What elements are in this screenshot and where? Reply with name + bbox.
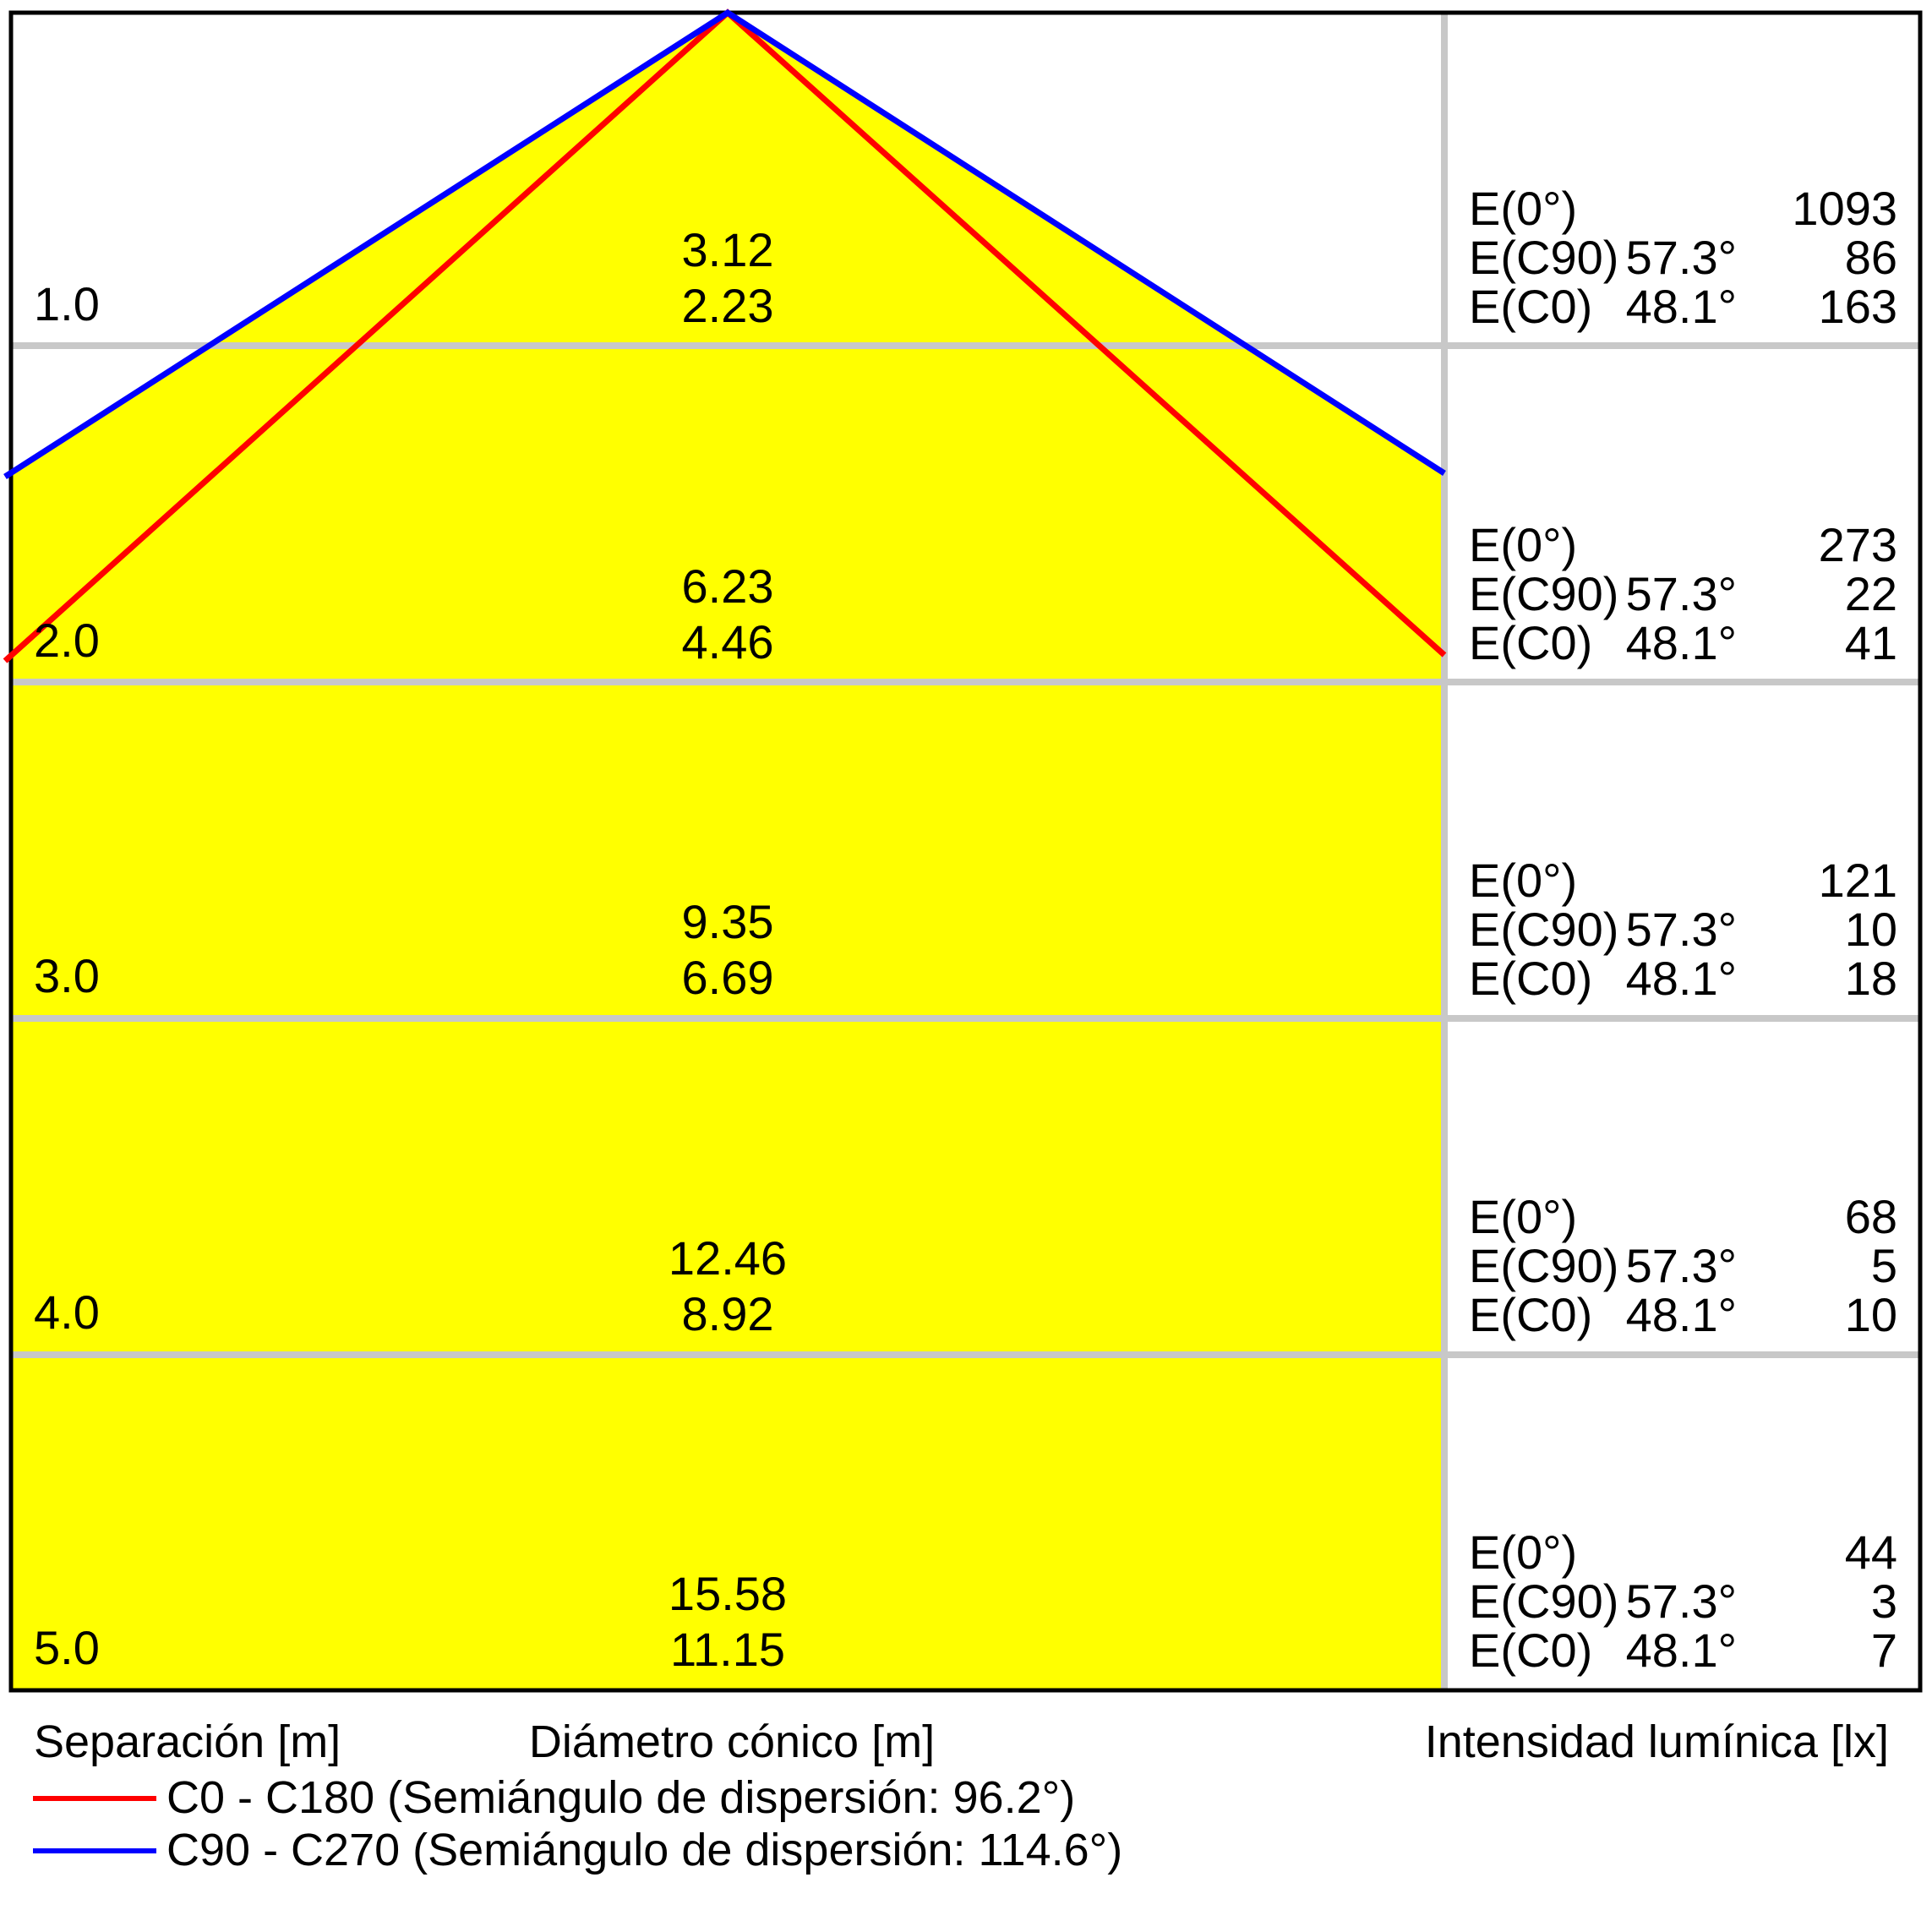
separation-label: 4.0 — [34, 1285, 100, 1339]
ec0-label: E(C0) — [1469, 1624, 1593, 1677]
ec0-row: E(C0) 48.1° 163 — [1469, 282, 1897, 331]
cone-diameter-values: 3.12 2.23 — [559, 222, 897, 334]
illuminance-table: E(0°) 1093 E(C90) 57.3° 86 E(C0) 48.1° 1… — [1469, 184, 1897, 331]
ec90-value: 22 — [1844, 567, 1897, 620]
legend-item-c90: C90 - C270 (Semiángulo de dispersión: 11… — [166, 1825, 1123, 1875]
e0-row: E(0°) 44 — [1469, 1528, 1897, 1577]
e0-value: 1093 — [1792, 182, 1897, 235]
c0-swatch-line — [33, 1796, 156, 1801]
e0-angle — [1621, 1528, 1737, 1577]
e0-row: E(0°) 273 — [1469, 521, 1897, 570]
e0-label: E(0°) — [1469, 518, 1578, 571]
e0-value: 273 — [1818, 518, 1897, 571]
ec90-label: E(C90) — [1469, 1575, 1619, 1628]
e0-value: 121 — [1818, 854, 1897, 907]
diameter-c0-value: 4.46 — [681, 615, 774, 669]
ec0-angle: 48.1° — [1625, 616, 1737, 669]
e0-angle — [1621, 1192, 1737, 1242]
cone-diameter-values: 9.35 6.69 — [559, 894, 897, 1006]
diameter-c90-value: 3.12 — [681, 223, 774, 276]
e0-row: E(0°) 68 — [1469, 1192, 1897, 1242]
ec0-row: E(C0) 48.1° 7 — [1469, 1626, 1897, 1675]
ec90-value: 3 — [1870, 1575, 1897, 1628]
light-cone-fill — [11, 13, 1444, 1690]
conic-diameter-unit-header: Diámetro cónico [m] — [528, 1716, 936, 1767]
illuminance-table: E(0°) 68 E(C90) 57.3° 5 E(C0) 48.1° 10 — [1469, 1192, 1897, 1340]
ec90-row: E(C90) 57.3° 22 — [1469, 570, 1897, 619]
e0-value: 44 — [1844, 1525, 1897, 1579]
cone-diameter-values: 12.46 8.92 — [559, 1231, 897, 1342]
ec90-angle: 57.3° — [1625, 1239, 1737, 1292]
table-border — [8, 10, 1923, 1693]
diameter-c90-value: 15.58 — [668, 1567, 788, 1620]
ec0-value: 18 — [1844, 952, 1897, 1005]
ec90-angle: 57.3° — [1625, 1575, 1737, 1628]
illuminance-table: E(0°) 44 E(C90) 57.3° 3 E(C0) 48.1° 7 — [1469, 1528, 1897, 1675]
e0-value: 68 — [1844, 1190, 1897, 1243]
illuminance-table: E(0°) 273 E(C90) 57.3° 22 E(C0) 48.1° 41 — [1469, 521, 1897, 668]
ec0-angle: 48.1° — [1625, 1624, 1737, 1677]
ec90-row: E(C90) 57.3° 3 — [1469, 1577, 1897, 1626]
ec0-row: E(C0) 48.1° 41 — [1469, 619, 1897, 668]
ec90-row: E(C90) 57.3° 86 — [1469, 233, 1897, 282]
ec90-angle: 57.3° — [1625, 903, 1737, 956]
separation-label: 1.0 — [34, 277, 100, 330]
ec0-value: 41 — [1844, 616, 1897, 669]
ec90-angle: 57.3° — [1625, 567, 1737, 620]
e0-label: E(0°) — [1469, 182, 1578, 235]
ec90-label: E(C90) — [1469, 231, 1619, 284]
ec0-angle: 48.1° — [1625, 1288, 1737, 1341]
diameter-c0-value: 2.23 — [681, 279, 774, 332]
diameter-c0-value: 11.15 — [670, 1623, 785, 1676]
ec0-label: E(C0) — [1469, 952, 1593, 1005]
ec90-label: E(C90) — [1469, 903, 1619, 956]
legend-item-c0: C0 - C180 (Semiángulo de dispersión: 96.… — [166, 1772, 1076, 1823]
e0-label: E(0°) — [1469, 1190, 1578, 1243]
e0-label: E(0°) — [1469, 1525, 1578, 1579]
cone-diameter-values: 15.58 11.15 — [559, 1566, 897, 1678]
ec0-row: E(C0) 48.1° 18 — [1469, 954, 1897, 1003]
ec0-value: 163 — [1818, 280, 1897, 333]
ec90-label: E(C90) — [1469, 567, 1619, 620]
e0-label: E(0°) — [1469, 854, 1578, 907]
separation-label: 5.0 — [34, 1621, 100, 1674]
e0-angle — [1621, 856, 1737, 905]
diameter-c0-value: 6.69 — [681, 951, 774, 1004]
ec0-label: E(C0) — [1469, 1288, 1593, 1341]
e0-row: E(0°) 121 — [1469, 856, 1897, 905]
ec0-angle: 48.1° — [1625, 280, 1737, 333]
ec0-angle: 48.1° — [1625, 952, 1737, 1005]
ec0-row: E(C0) 48.1° 10 — [1469, 1291, 1897, 1340]
c90-beam-polyline — [3, 8, 1446, 479]
diameter-c90-value: 12.46 — [668, 1231, 788, 1285]
luminous-intensity-unit-header: Intensidad lumínica [lx] — [1424, 1716, 1889, 1767]
separation-unit-header: Separación [m] — [34, 1716, 341, 1767]
c90-swatch-line — [33, 1848, 156, 1853]
diameter-c90-value: 6.23 — [681, 559, 774, 613]
ec90-value: 5 — [1870, 1239, 1897, 1292]
illuminance-table: E(0°) 121 E(C90) 57.3° 10 E(C0) 48.1° 18 — [1469, 856, 1897, 1003]
diameter-c0-value: 8.92 — [681, 1287, 774, 1340]
ec0-label: E(C0) — [1469, 280, 1593, 333]
ec90-row: E(C90) 57.3° 5 — [1469, 1242, 1897, 1291]
e0-angle — [1621, 184, 1737, 233]
separation-label: 2.0 — [34, 614, 100, 667]
separation-label: 3.0 — [34, 949, 100, 1002]
ec90-value: 10 — [1844, 903, 1897, 956]
ec90-value: 86 — [1844, 231, 1897, 284]
ec0-value: 10 — [1844, 1288, 1897, 1341]
diameter-c90-value: 9.35 — [681, 895, 774, 948]
ec90-row: E(C90) 57.3° 10 — [1469, 905, 1897, 954]
cone-diameter-values: 6.23 4.46 — [559, 559, 897, 670]
ec0-label: E(C0) — [1469, 616, 1593, 669]
ec90-label: E(C90) — [1469, 1239, 1619, 1292]
e0-row: E(0°) 1093 — [1469, 184, 1897, 233]
ec0-value: 7 — [1870, 1624, 1897, 1677]
ec90-angle: 57.3° — [1625, 231, 1737, 284]
e0-angle — [1621, 521, 1737, 570]
